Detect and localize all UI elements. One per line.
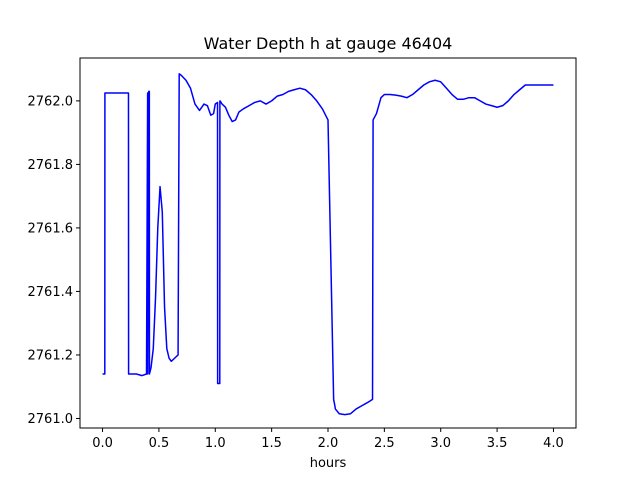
y-axis: 2761.0 2761.2 2761.4 2761.6 2761.8 2762.0 — [28, 94, 80, 427]
x-tick-label: 0.0 — [92, 436, 113, 451]
x-axis: 0.0 0.5 1.0 1.5 2.0 2.5 3.0 3.5 4.0 — [92, 428, 564, 451]
y-tick-label: 2761.0 — [28, 412, 74, 427]
x-tick-label: 3.5 — [487, 436, 508, 451]
plot-area — [102, 73, 554, 416]
y-tick-label: 2761.2 — [28, 348, 74, 363]
y-tick-label: 2761.4 — [28, 285, 74, 300]
x-tick-label: 1.0 — [205, 436, 226, 451]
x-tick-label: 4.0 — [543, 436, 564, 451]
y-tick-label: 2761.8 — [28, 158, 74, 173]
x-tick-label: 0.5 — [149, 436, 170, 451]
x-tick-label: 3.0 — [430, 436, 451, 451]
x-tick-label: 2.0 — [318, 436, 339, 451]
x-tick-label: 1.5 — [261, 436, 282, 451]
chart-title: Water Depth h at gauge 46404 — [204, 34, 453, 53]
series-line-0 — [102, 73, 554, 416]
y-tick-label: 2761.6 — [28, 221, 74, 236]
x-tick-label: 2.5 — [374, 436, 395, 451]
x-axis-label: hours — [310, 456, 347, 471]
y-tick-label: 2762.0 — [28, 94, 74, 109]
